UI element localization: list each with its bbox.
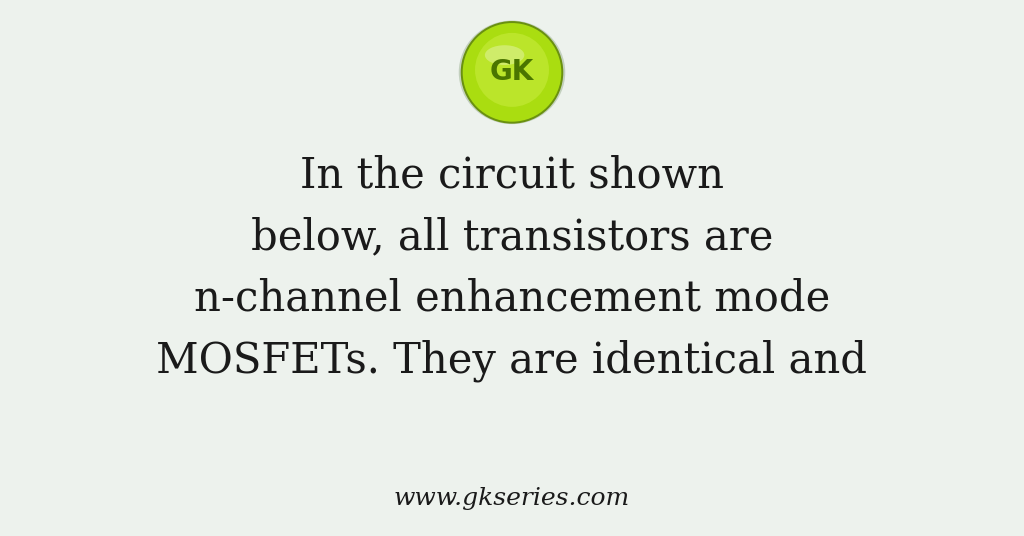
Ellipse shape	[475, 33, 549, 107]
Ellipse shape	[461, 21, 563, 124]
Ellipse shape	[463, 23, 561, 122]
Ellipse shape	[485, 45, 524, 65]
Ellipse shape	[459, 20, 565, 124]
Text: GK: GK	[489, 58, 535, 86]
Text: www.gkseries.com: www.gkseries.com	[394, 487, 630, 510]
Text: In the circuit shown
below, all transistors are
n-channel enhancement mode
MOSFE: In the circuit shown below, all transist…	[157, 154, 867, 382]
